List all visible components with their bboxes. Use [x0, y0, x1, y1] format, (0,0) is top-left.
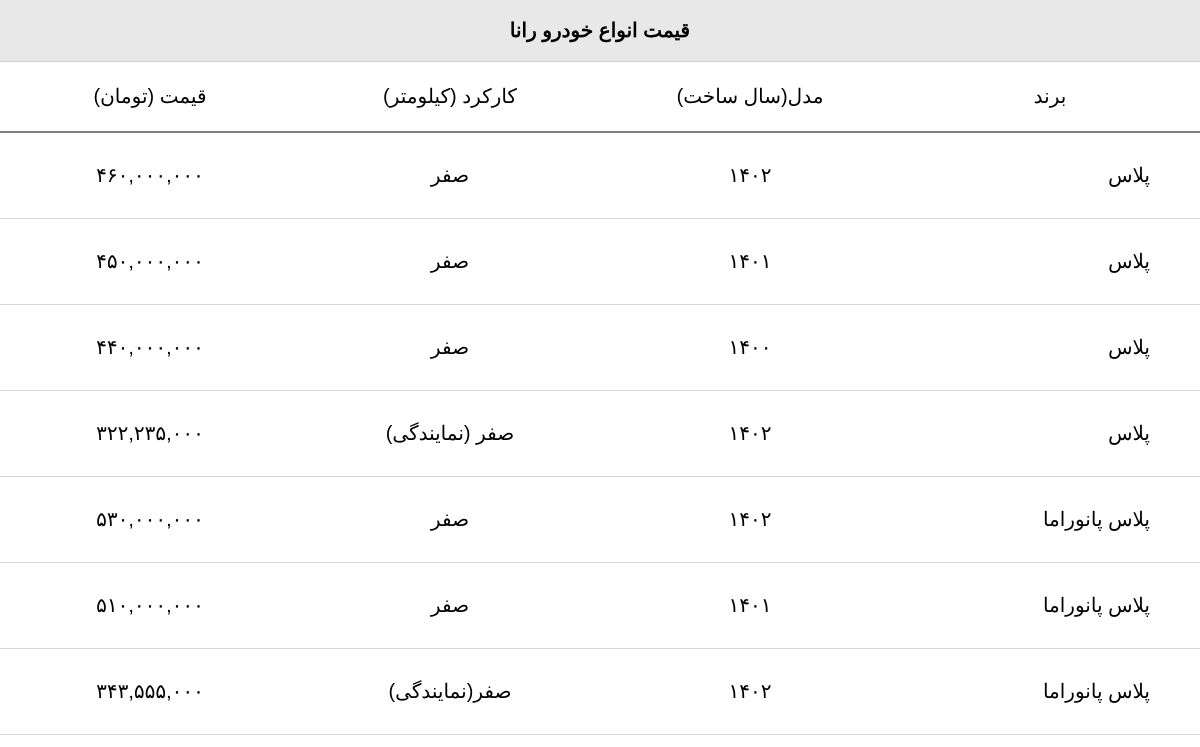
- table-row: پلاس پانوراما ۱۴۰۲ صفر(نمایندگی) ۳۴۳,۵۵۵…: [0, 649, 1200, 735]
- cell-price: ۵۳۰,۰۰۰,۰۰۰: [0, 477, 300, 563]
- table-row: پلاس ۱۴۰۲ صفر (نمایندگی) ۳۲۲,۲۳۵,۰۰۰: [0, 391, 1200, 477]
- cell-brand: پلاس پانوراما: [900, 563, 1200, 649]
- column-header-brand: برند: [900, 62, 1200, 133]
- table-row: پلاس پانوراما ۱۴۰۲ صفر ۵۳۰,۰۰۰,۰۰۰: [0, 477, 1200, 563]
- car-price-table: قیمت انواع خودرو رانا برند مدل(سال ساخت)…: [0, 0, 1200, 735]
- cell-brand: پلاس: [900, 391, 1200, 477]
- column-header-price: قیمت (تومان): [0, 62, 300, 133]
- table-title: قیمت انواع خودرو رانا: [0, 0, 1200, 62]
- cell-mileage: صفر: [300, 477, 600, 563]
- cell-mileage: صفر: [300, 132, 600, 219]
- cell-brand: پلاس: [900, 219, 1200, 305]
- cell-brand: پلاس: [900, 132, 1200, 219]
- price-table-container: قیمت انواع خودرو رانا برند مدل(سال ساخت)…: [0, 0, 1200, 735]
- cell-year: ۱۴۰۲: [600, 132, 900, 219]
- cell-year: ۱۴۰۲: [600, 649, 900, 735]
- table-row: پلاس ۱۴۰۱ صفر ۴۵۰,۰۰۰,۰۰۰: [0, 219, 1200, 305]
- table-row: پلاس ۱۴۰۰ صفر ۴۴۰,۰۰۰,۰۰۰: [0, 305, 1200, 391]
- table-body: پلاس ۱۴۰۲ صفر ۴۶۰,۰۰۰,۰۰۰ پلاس ۱۴۰۱ صفر …: [0, 132, 1200, 735]
- cell-brand: پلاس: [900, 305, 1200, 391]
- cell-year: ۱۴۰۰: [600, 305, 900, 391]
- table-row: پلاس ۱۴۰۲ صفر ۴۶۰,۰۰۰,۰۰۰: [0, 132, 1200, 219]
- cell-brand: پلاس پانوراما: [900, 477, 1200, 563]
- column-header-year: مدل(سال ساخت): [600, 62, 900, 133]
- cell-year: ۱۴۰۲: [600, 391, 900, 477]
- cell-price: ۴۴۰,۰۰۰,۰۰۰: [0, 305, 300, 391]
- cell-mileage: صفر: [300, 219, 600, 305]
- cell-mileage: صفر(نمایندگی): [300, 649, 600, 735]
- cell-price: ۵۱۰,۰۰۰,۰۰۰: [0, 563, 300, 649]
- cell-price: ۳۲۲,۲۳۵,۰۰۰: [0, 391, 300, 477]
- cell-price: ۳۴۳,۵۵۵,۰۰۰: [0, 649, 300, 735]
- cell-mileage: صفر (نمایندگی): [300, 391, 600, 477]
- table-header-row: برند مدل(سال ساخت) کارکرد (کیلومتر) قیمت…: [0, 62, 1200, 133]
- table-title-row: قیمت انواع خودرو رانا: [0, 0, 1200, 62]
- cell-brand: پلاس پانوراما: [900, 649, 1200, 735]
- cell-year: ۱۴۰۲: [600, 477, 900, 563]
- cell-price: ۴۶۰,۰۰۰,۰۰۰: [0, 132, 300, 219]
- column-header-mileage: کارکرد (کیلومتر): [300, 62, 600, 133]
- cell-mileage: صفر: [300, 563, 600, 649]
- cell-price: ۴۵۰,۰۰۰,۰۰۰: [0, 219, 300, 305]
- table-row: پلاس پانوراما ۱۴۰۱ صفر ۵۱۰,۰۰۰,۰۰۰: [0, 563, 1200, 649]
- cell-mileage: صفر: [300, 305, 600, 391]
- cell-year: ۱۴۰۱: [600, 563, 900, 649]
- cell-year: ۱۴۰۱: [600, 219, 900, 305]
